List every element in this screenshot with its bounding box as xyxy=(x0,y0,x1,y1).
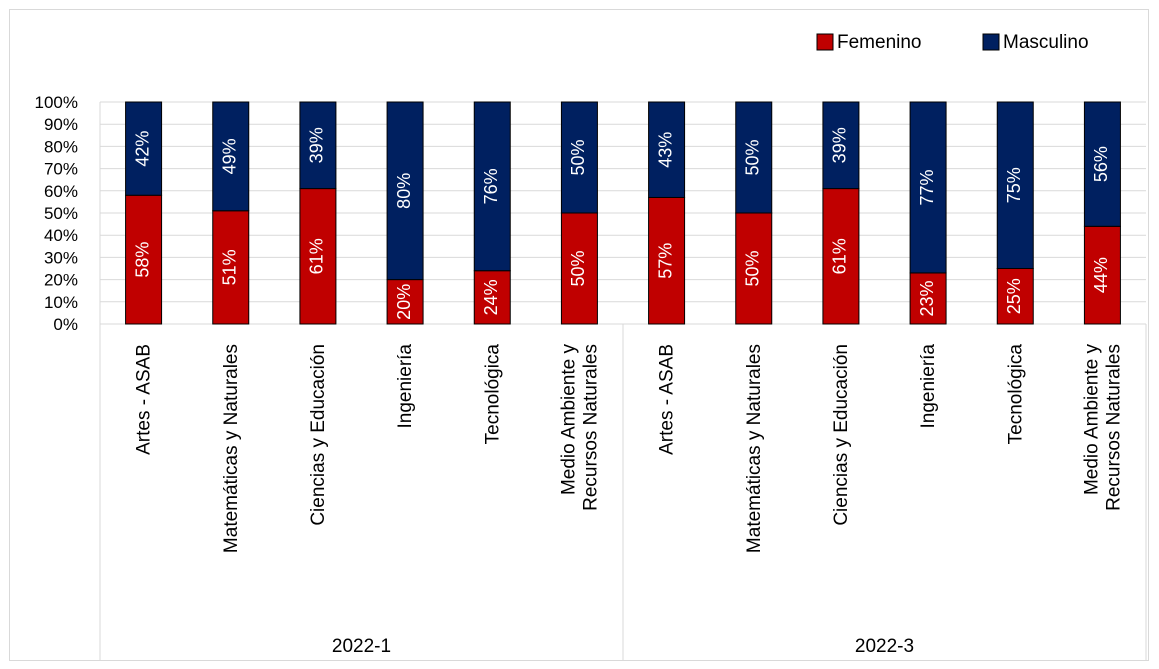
x-category-label: Ciencias y Educación xyxy=(308,344,329,526)
data-label-femenino: 61% xyxy=(307,238,327,274)
bar-masculino xyxy=(473,101,511,272)
data-label-masculino: 80% xyxy=(394,173,414,209)
y-tick-label: 10% xyxy=(44,293,78,312)
data-label-femenino: 58% xyxy=(132,242,152,278)
data-label-femenino: 24% xyxy=(481,279,501,315)
bar-masculino xyxy=(299,101,337,190)
bar-masculino xyxy=(1083,101,1121,227)
x-category-label: Tecnológica xyxy=(482,344,503,445)
bar-femenino xyxy=(735,212,773,325)
data-label-masculino: 76% xyxy=(481,168,501,204)
data-label-masculino: 43% xyxy=(655,132,675,168)
data-label-masculino: 50% xyxy=(743,139,763,175)
y-tick-label: 30% xyxy=(44,248,78,267)
bar-masculino xyxy=(125,101,163,196)
bar-femenino xyxy=(299,188,337,325)
bar-masculino xyxy=(386,101,424,281)
bar-femenino xyxy=(386,279,424,325)
bar-femenino xyxy=(996,268,1034,325)
data-label-masculino: 39% xyxy=(830,127,850,163)
y-tick-label: 80% xyxy=(44,137,78,156)
data-label-femenino: 61% xyxy=(830,238,850,274)
x-category-label: Artes - ASAB xyxy=(657,344,678,455)
y-tick-label: 50% xyxy=(44,204,78,223)
legend-label: Masculino xyxy=(1003,32,1089,53)
x-category-label: Ciencias y Educación xyxy=(831,344,852,526)
data-label-femenino: 50% xyxy=(568,250,588,286)
x-category-label: Medio Ambiente y xyxy=(1081,344,1102,496)
bar-masculino xyxy=(648,101,686,198)
data-label-femenino: 20% xyxy=(394,284,414,320)
bar-femenino xyxy=(473,270,511,325)
data-label-masculino: 77% xyxy=(917,169,937,205)
x-group-label: 2022-1 xyxy=(332,636,391,657)
x-category-label: Matemáticas y Naturales xyxy=(744,344,765,553)
bar-masculino xyxy=(996,101,1034,269)
data-label-femenino: 50% xyxy=(743,250,763,286)
data-label-femenino: 25% xyxy=(1004,278,1024,314)
bar-femenino xyxy=(560,212,598,325)
data-label-masculino: 42% xyxy=(132,131,152,167)
y-tick-label: 90% xyxy=(44,115,78,134)
bar-masculino xyxy=(822,101,860,190)
bar-masculino xyxy=(560,101,598,214)
data-label-masculino: 49% xyxy=(220,138,240,174)
y-tick-label: 70% xyxy=(44,160,78,179)
y-tick-label: 20% xyxy=(44,271,78,290)
data-label-masculino: 56% xyxy=(1091,146,1111,182)
y-tick-label: 100% xyxy=(35,93,78,112)
y-tick-label: 60% xyxy=(44,182,78,201)
y-tick-label: 40% xyxy=(44,226,78,245)
x-category-label: Artes - ASAB xyxy=(134,344,155,455)
x-category-label: Tecnológica xyxy=(1005,344,1026,445)
data-label-femenino: 57% xyxy=(655,243,675,279)
x-group-label: 2022-3 xyxy=(855,636,914,657)
data-label-femenino: 44% xyxy=(1091,257,1111,293)
bar-masculino xyxy=(212,101,250,212)
x-category-label: Ingeniería xyxy=(918,344,939,429)
bar-femenino xyxy=(1083,225,1121,325)
data-label-femenino: 51% xyxy=(220,249,240,285)
legend-swatch xyxy=(982,33,1000,51)
data-label-femenino: 23% xyxy=(917,280,937,316)
bar-masculino xyxy=(735,101,773,214)
bar-masculino xyxy=(909,101,947,274)
x-category-label: Recursos Naturales xyxy=(580,344,601,511)
y-tick-label: 0% xyxy=(53,315,78,334)
legend-label: Femenino xyxy=(837,32,922,53)
x-category-label: Medio Ambiente y xyxy=(558,344,579,496)
x-category-label: Recursos Naturales xyxy=(1103,344,1124,511)
data-label-masculino: 39% xyxy=(307,127,327,163)
legend-swatch xyxy=(816,33,834,51)
data-label-masculino: 75% xyxy=(1004,167,1024,203)
x-category-label: Ingeniería xyxy=(395,344,416,429)
bar-femenino xyxy=(648,196,686,325)
x-category-label: Matemáticas y Naturales xyxy=(221,344,242,553)
bar-femenino xyxy=(822,188,860,325)
data-label-masculino: 50% xyxy=(568,139,588,175)
